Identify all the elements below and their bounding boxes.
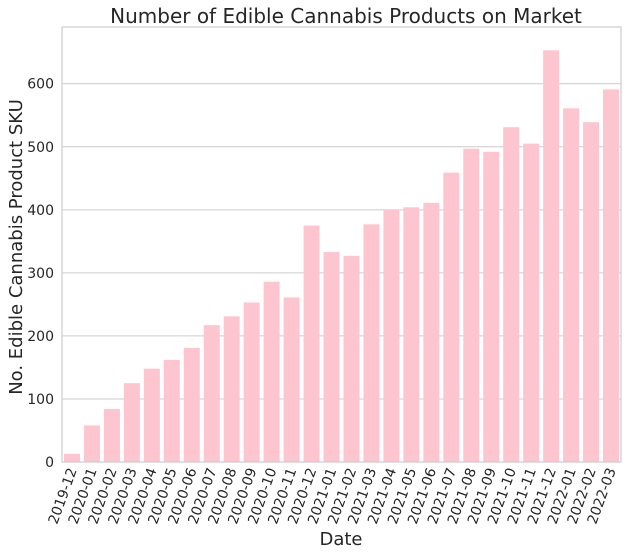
bar-2020-08 [223, 316, 240, 462]
bar-2020-09 [243, 302, 260, 462]
bar-2021-02 [343, 255, 360, 462]
bar-2021-12 [543, 50, 560, 463]
bar-2020-01 [83, 425, 100, 462]
bar-2022-03 [603, 89, 620, 463]
x-axis-label: Date [319, 529, 362, 550]
y-tick-label: 500 [27, 140, 54, 156]
bar-2021-04 [383, 209, 400, 462]
y-tick-label: 300 [27, 266, 54, 282]
y-tick-label: 400 [27, 203, 54, 219]
bars [63, 50, 620, 463]
bar-2020-10 [263, 281, 280, 462]
bar-2022-02 [583, 122, 600, 463]
bar-2021-11 [523, 143, 540, 462]
chart-title: Number of Edible Cannabis Products on Ma… [110, 4, 582, 28]
bar-2021-07 [443, 172, 460, 462]
y-axis-label: No. Edible Cannabis Product SKU [6, 99, 27, 395]
bar-2020-07 [203, 325, 220, 462]
y-tick-label: 200 [27, 329, 54, 345]
bar-2020-11 [283, 297, 300, 462]
bar-2021-05 [403, 207, 420, 462]
bar-2020-04 [143, 368, 160, 462]
x-tick-labels: 2019-122020-012020-022020-032020-042020-… [46, 466, 620, 527]
bar-2021-08 [463, 148, 480, 462]
bar-2019-12 [63, 453, 80, 462]
bar-2021-09 [483, 151, 500, 462]
y-tick-label: 600 [27, 77, 54, 93]
y-tick-label: 0 [45, 455, 54, 471]
bar-2021-03 [363, 224, 380, 462]
bar-2020-02 [103, 409, 120, 462]
y-tick-label: 100 [27, 392, 54, 408]
bar-2022-01 [563, 108, 580, 463]
y-tick-labels: 0 100 200 300 400 500 600 [27, 77, 54, 471]
bar-2020-12 [303, 225, 320, 462]
bar-2021-06 [423, 202, 440, 463]
bar-2020-06 [183, 347, 200, 462]
bar-2021-10 [503, 127, 520, 462]
bar-2020-03 [123, 383, 140, 462]
plot-frame [61, 26, 622, 463]
bar-2021-01 [323, 252, 340, 462]
bar-2020-05 [163, 359, 180, 462]
